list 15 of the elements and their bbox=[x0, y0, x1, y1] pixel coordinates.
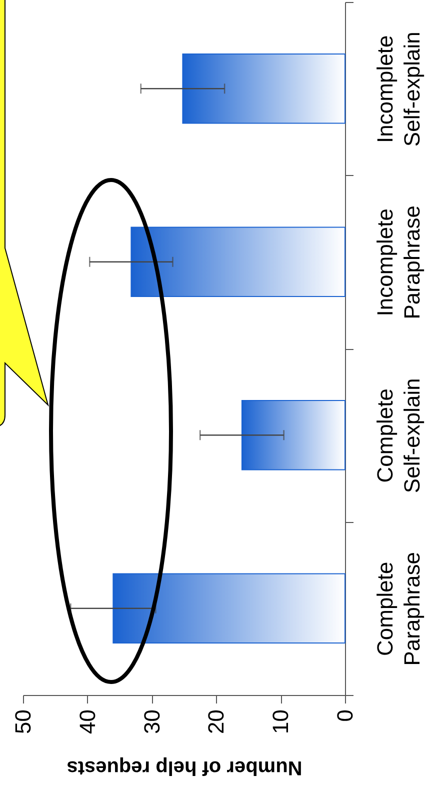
x-axis-title: Number of help requests bbox=[66, 756, 302, 778]
y-tick-label: Complete Paraphrase bbox=[372, 552, 424, 666]
x-tick-label: 50 bbox=[10, 710, 36, 734]
bar bbox=[112, 573, 346, 644]
x-tick-label: 10 bbox=[268, 710, 294, 734]
y-tick-label: Incomplete Paraphrase bbox=[372, 206, 424, 320]
y-tick-label: Incomplete Self-explain bbox=[372, 32, 424, 147]
y-tick-label: Complete Self-explain bbox=[372, 378, 424, 494]
bar bbox=[130, 226, 346, 298]
x-tick-label: 30 bbox=[139, 710, 164, 734]
bar bbox=[241, 400, 346, 470]
x-tick-label: 0 bbox=[332, 710, 358, 722]
bar bbox=[182, 53, 346, 124]
x-tick-label: 20 bbox=[204, 710, 229, 734]
x-tick-label: 40 bbox=[74, 710, 100, 734]
